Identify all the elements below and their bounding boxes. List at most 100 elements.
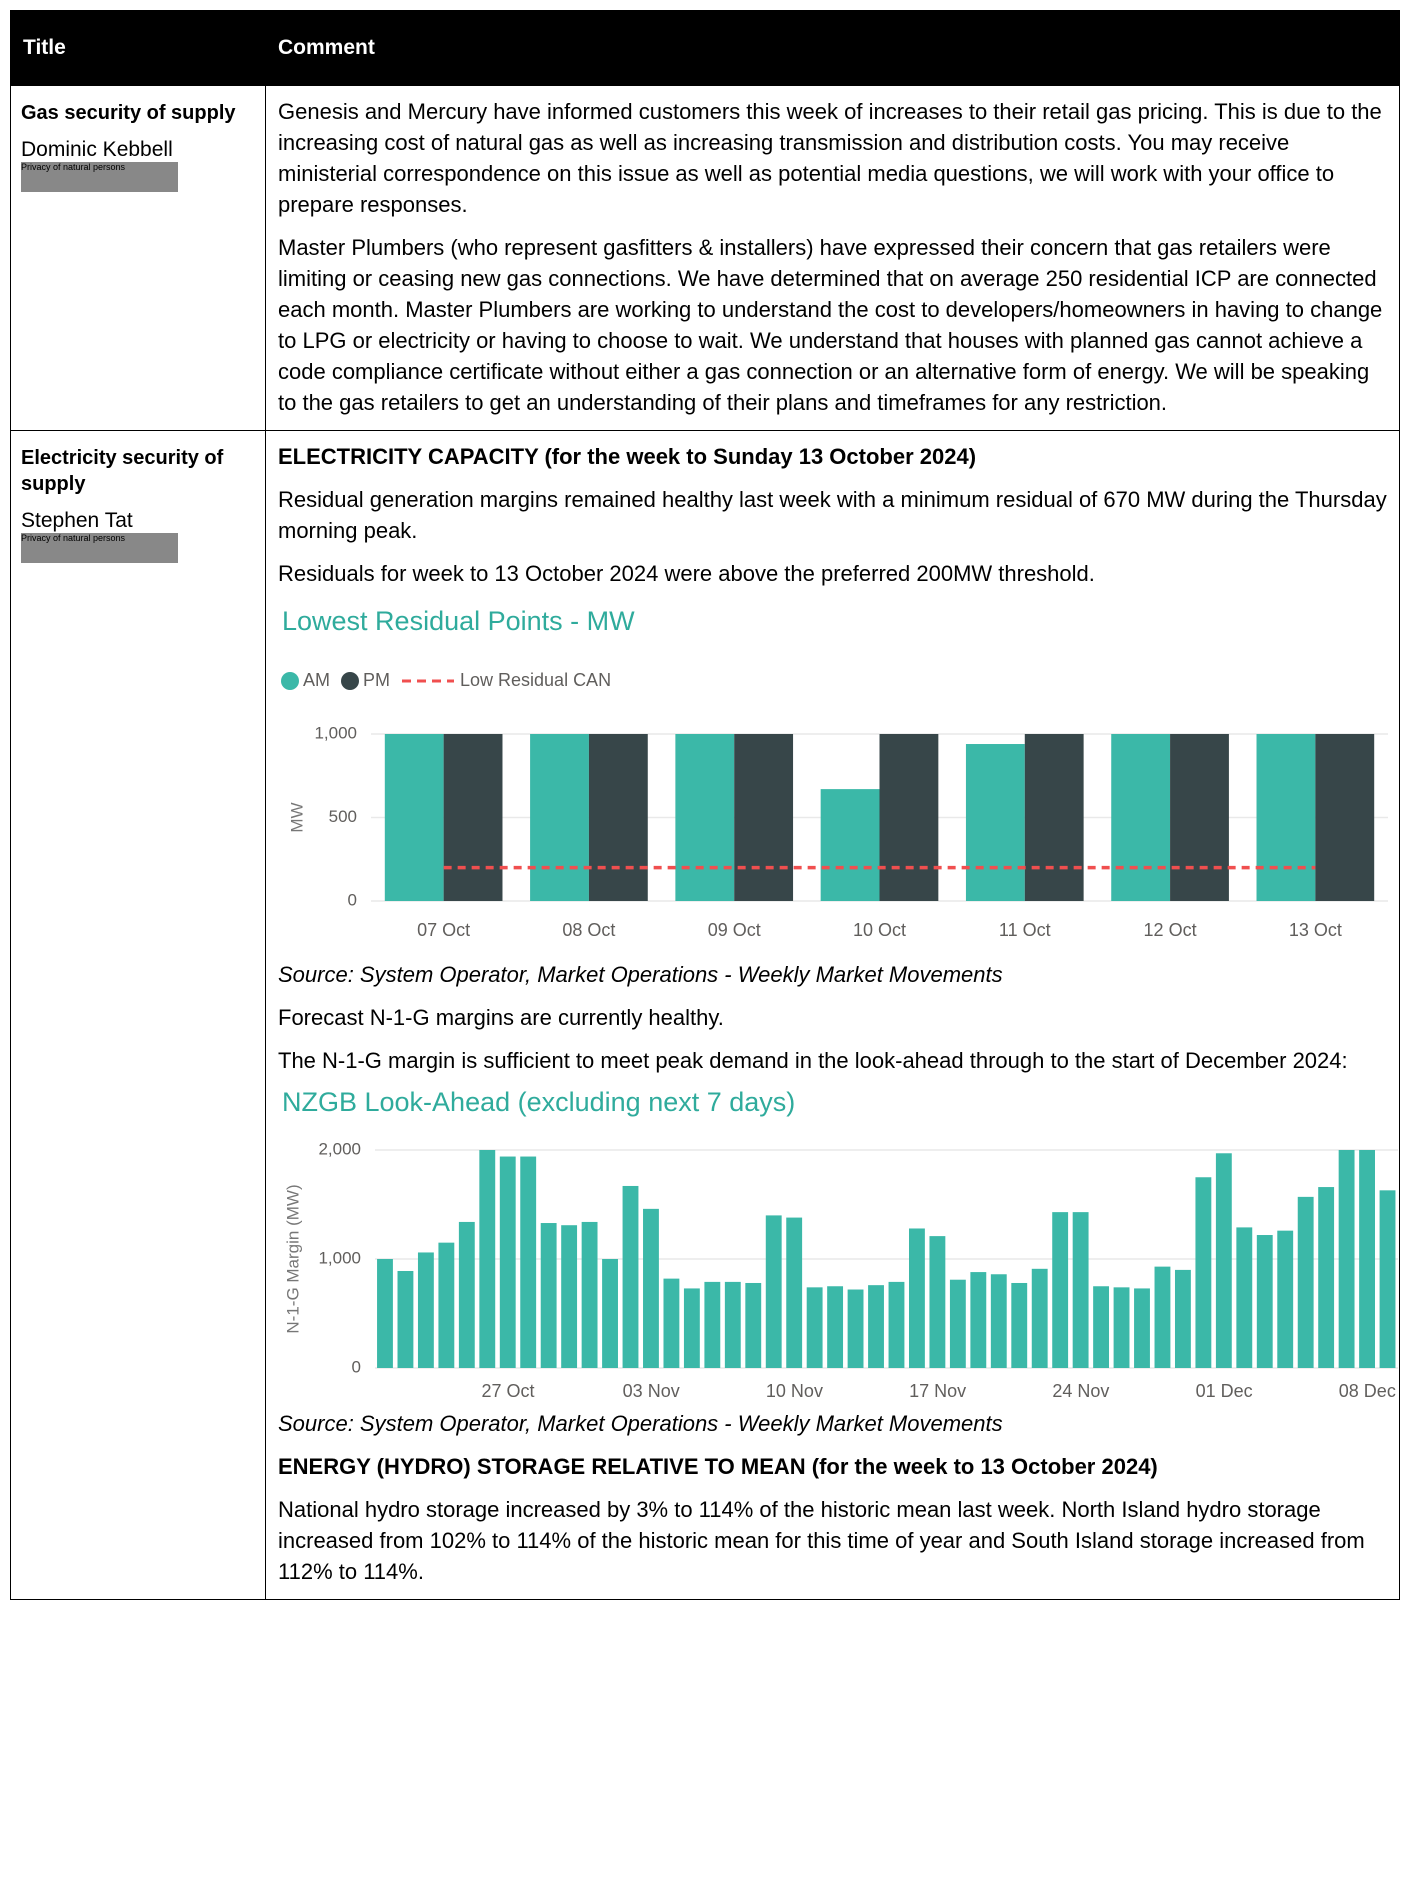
row: Gas security of supply Dominic Kebbell P… xyxy=(10,85,1400,431)
bar xyxy=(675,734,735,901)
y-tick-label: 1,000 xyxy=(314,723,357,742)
legend-swatch xyxy=(281,672,299,690)
bar xyxy=(443,734,503,901)
paragraph: Residual generation margins remained hea… xyxy=(278,487,1387,543)
bar xyxy=(786,1217,803,1368)
legend-label: Low Residual CAN xyxy=(460,670,611,690)
bar xyxy=(499,1156,516,1368)
bar xyxy=(888,1281,905,1368)
title-cell: Gas security of supply Dominic Kebbell P… xyxy=(10,85,266,431)
bar xyxy=(745,1282,762,1368)
bar xyxy=(1174,1269,1191,1368)
bar xyxy=(734,734,794,901)
bar xyxy=(909,1228,925,1368)
bar xyxy=(1359,1150,1375,1368)
bar xyxy=(1134,1288,1150,1368)
comment-cell: ELECTRICITY CAPACITY (for the week to Su… xyxy=(265,430,1400,1600)
bar xyxy=(384,734,444,901)
bar xyxy=(929,1236,946,1368)
paragraph: Master Plumbers (who represent gasfitter… xyxy=(278,235,1383,415)
paragraph: The N-1-G margin is sufficient to meet p… xyxy=(278,1048,1348,1073)
legend-label: AM xyxy=(303,670,330,690)
redaction: Privacy of natural persons xyxy=(21,162,178,192)
x-tick-label: 10 Oct xyxy=(853,920,906,940)
y-tick-label: 0 xyxy=(348,890,357,909)
bar xyxy=(965,744,1025,901)
x-tick-label: 08 Dec xyxy=(1339,1381,1396,1400)
x-tick-label: 17 Nov xyxy=(909,1381,966,1400)
row: Electricity security of supply Stephen T… xyxy=(10,430,1400,1600)
bar xyxy=(868,1285,884,1368)
bar xyxy=(377,1259,393,1368)
x-tick-label: 01 Dec xyxy=(1196,1381,1253,1400)
bar xyxy=(1256,734,1316,901)
bar xyxy=(458,1221,475,1368)
bar xyxy=(949,1279,966,1368)
chart-title: NZGB Look-Ahead (excluding next 7 days) xyxy=(282,1088,795,1117)
bar xyxy=(397,1270,414,1368)
bar xyxy=(602,1259,618,1368)
paragraph: Forecast N-1-G margins are currently hea… xyxy=(278,1005,724,1030)
bar xyxy=(990,1274,1007,1368)
header-cell: Comment xyxy=(265,10,1400,86)
section-heading: ELECTRICITY CAPACITY (for the week to Su… xyxy=(278,444,977,469)
person: Stephen Tat xyxy=(21,509,133,532)
bar xyxy=(643,1208,659,1368)
y-tick-label: 1,000 xyxy=(318,1248,361,1267)
x-tick-label: 12 Oct xyxy=(1144,920,1197,940)
bar xyxy=(847,1289,864,1368)
bar xyxy=(1236,1227,1253,1368)
header-cell: Title xyxy=(10,10,266,86)
bar xyxy=(438,1242,455,1368)
redaction: Privacy of natural persons xyxy=(21,533,178,563)
comment-cell: Genesis and Mercury have informed custom… xyxy=(265,85,1400,431)
bar xyxy=(530,734,589,901)
y-axis-label: N-1-G Margin (MW) xyxy=(283,1184,302,1333)
bar xyxy=(1111,734,1171,901)
source: Source: System Operator, Market Operatio… xyxy=(278,962,1003,987)
bar xyxy=(520,1156,537,1368)
bar xyxy=(1113,1287,1130,1368)
bar xyxy=(724,1281,741,1368)
section-heading: ENERGY (HYDRO) STORAGE RELATIVE TO MEAN … xyxy=(278,1454,1158,1479)
bar xyxy=(561,1225,578,1368)
x-tick-label: 10 Nov xyxy=(766,1381,823,1400)
title-cell: Electricity security of supply Stephen T… xyxy=(10,430,266,1600)
paragraph: Residuals for week to 13 October 2024 we… xyxy=(278,561,1095,586)
y-axis-label: MW xyxy=(287,802,306,832)
bar xyxy=(1024,734,1084,901)
x-tick-label: 09 Oct xyxy=(708,920,761,940)
bar xyxy=(1052,1212,1069,1368)
bar xyxy=(417,1252,434,1368)
bar xyxy=(1072,1212,1089,1368)
x-tick-label: 13 Oct xyxy=(1289,920,1342,940)
bar xyxy=(1379,1190,1396,1368)
bar xyxy=(1318,1187,1335,1368)
bar xyxy=(1170,734,1229,901)
briefing-table: Title Comment Gas security of supply Dom… xyxy=(10,10,1400,1600)
x-tick-label: 11 Oct xyxy=(999,920,1051,940)
bar xyxy=(970,1272,987,1368)
bar xyxy=(588,734,648,901)
bar xyxy=(1154,1266,1171,1368)
x-tick-label: 03 Nov xyxy=(623,1381,680,1400)
header-row: Title Comment xyxy=(10,10,1400,86)
x-tick-label: 07 Oct xyxy=(417,920,470,940)
bar xyxy=(581,1221,598,1368)
chart: Lowest Residual Points - MW 0 500 1,000 MW 07… xyxy=(281,606,1388,940)
bar xyxy=(1215,1153,1232,1368)
person: Dominic Kebbell xyxy=(21,138,173,161)
source: Source: System Operator, Market Operatio… xyxy=(278,1411,1003,1436)
bar xyxy=(806,1287,823,1368)
bar xyxy=(1315,734,1375,901)
x-tick-label: 24 Nov xyxy=(1052,1381,1109,1400)
chart-title: Lowest Residual Points - MW xyxy=(282,606,635,636)
bar xyxy=(1093,1286,1110,1368)
bar xyxy=(683,1288,700,1368)
bar xyxy=(765,1215,782,1368)
bar xyxy=(1297,1196,1314,1368)
x-tick-label: 27 Oct xyxy=(481,1381,534,1400)
x-tick-label: 08 Oct xyxy=(562,920,615,940)
bar xyxy=(1031,1268,1048,1368)
